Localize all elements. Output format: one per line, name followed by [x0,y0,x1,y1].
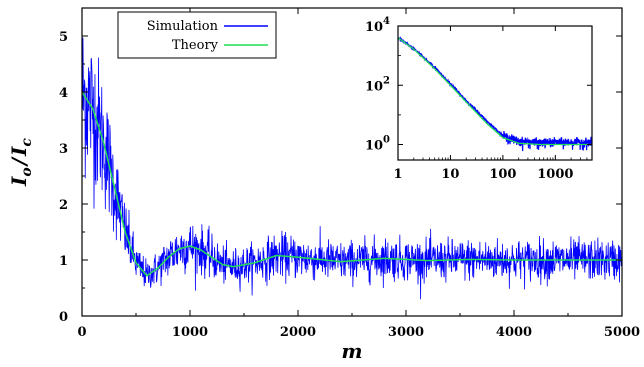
inset-y-tick-label: 100 [365,135,390,154]
inset-x-tick-label: 1 [393,167,402,182]
x-tick-label: 2000 [280,325,316,340]
legend-label-simulation: Simulation [147,19,219,34]
inset-background [398,26,592,160]
inset-y-tick-base: 10 [365,79,383,94]
inset-y-tick-base: 10 [365,139,383,154]
y-label-numerator: I [7,176,31,187]
x-tick-label: 3000 [388,325,424,340]
y-label-denominator: I [7,146,31,157]
inset-x-tick-label: 1000 [537,167,573,182]
y-tick-label: 1 [59,254,68,269]
y-tick-label: 0 [59,310,68,325]
inset-y-tick-base: 10 [365,20,383,35]
y-label-denominator-sub: c [19,138,35,147]
inset-x-tick-label: 10 [441,167,459,182]
x-tick-label: 1000 [172,325,208,340]
y-label-slash: / [7,156,31,167]
x-tick-label: 4000 [496,325,532,340]
y-tick-label: 5 [59,30,68,45]
inset-y-tick-label: 102 [365,75,390,94]
x-tick-label: 5000 [604,325,640,340]
legend: Simulation Theory [118,12,276,58]
y-label-numerator-sub: o [19,167,35,176]
y-tick-label: 3 [59,142,68,157]
y-tick-label: 2 [59,198,68,213]
inset-y-tick-exponent: 2 [383,75,390,86]
inset-y-tick-exponent: 4 [383,16,390,27]
y-axis-label: Io/Ic [7,138,35,187]
legend-label-theory: Theory [172,38,219,53]
inset-y-tick-label: 104 [365,16,390,35]
x-axis-label: m [341,339,362,363]
y-tick-label: 4 [59,86,68,101]
x-tick-label: 0 [77,325,86,340]
inset-x-tick-label: 100 [489,167,516,182]
inset-y-tick-exponent: 0 [383,135,390,146]
